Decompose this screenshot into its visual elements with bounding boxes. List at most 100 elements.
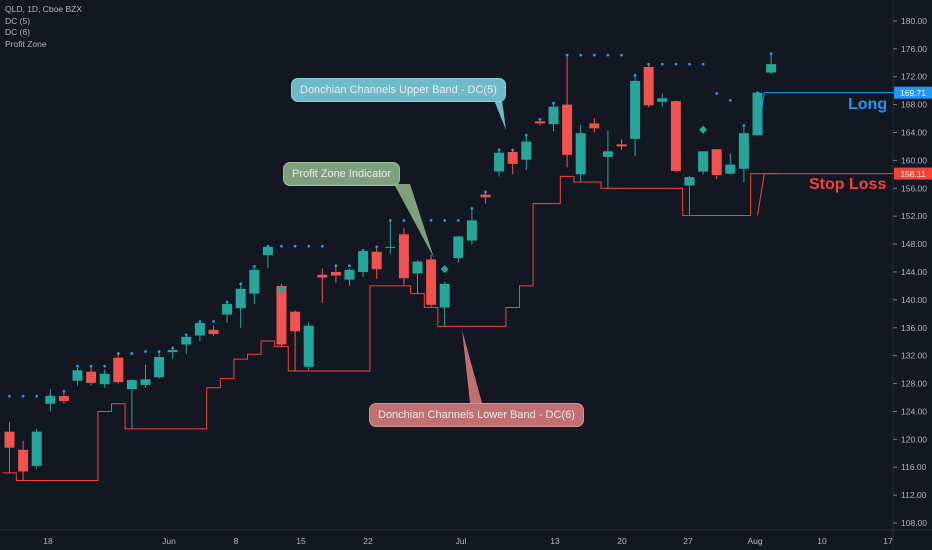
legend-profit-zone[interactable]: Profit Zone — [5, 38, 47, 49]
upper-band-dot — [606, 53, 610, 57]
upper-band-dot — [688, 62, 691, 66]
candle-body — [630, 80, 641, 139]
upper-band-dot — [592, 53, 596, 57]
upper-band-dot — [21, 394, 25, 398]
candle-body — [4, 431, 15, 448]
candle-body — [235, 288, 246, 309]
y-tick-label: 152.00 — [901, 211, 927, 221]
y-tick-label: 144.00 — [901, 267, 927, 277]
candle-body — [58, 396, 69, 401]
candle-body — [181, 336, 192, 345]
candle-body — [99, 373, 110, 385]
y-tick-label: 108.00 — [901, 518, 927, 528]
upper-band-dot — [701, 62, 705, 66]
x-tick-label: 10 — [817, 536, 827, 546]
candle-body — [276, 285, 287, 345]
candle-body — [494, 152, 505, 172]
upper-band-dot — [402, 218, 406, 222]
upper-band-dot — [103, 364, 107, 368]
candle-body — [698, 151, 709, 172]
candle-body — [222, 304, 233, 315]
candle-body — [385, 246, 396, 248]
upper-band-dot — [293, 244, 297, 248]
y-tick-label: 172.00 — [901, 72, 927, 82]
y-tick-label: 132.00 — [901, 351, 927, 361]
y-tick-label: 116.00 — [901, 462, 927, 472]
candle-body — [330, 271, 341, 276]
candle-body — [766, 64, 777, 73]
upper-band-dot — [715, 92, 719, 95]
long-price-label: 169.71 — [900, 88, 926, 98]
candle-body — [317, 274, 328, 278]
candle-body — [725, 164, 736, 174]
candle-body — [426, 259, 437, 305]
upper-band-dot — [307, 244, 311, 248]
candle-body — [670, 101, 681, 171]
candle-body — [643, 66, 654, 106]
y-tick-label: 140.00 — [901, 295, 927, 305]
long-line — [757, 92, 893, 136]
y-tick-label: 164.00 — [901, 128, 927, 138]
y-tick-label: 168.00 — [901, 100, 927, 110]
candle-body — [534, 121, 545, 124]
y-tick-label: 180.00 — [901, 16, 927, 26]
stop-loss-line — [757, 173, 893, 216]
y-tick-label: 112.00 — [901, 490, 927, 500]
candle-body — [371, 251, 382, 270]
upper-band-dot — [579, 53, 583, 57]
upper-band-dot — [280, 244, 283, 248]
upper-band-dot — [348, 264, 351, 268]
y-tick-label: 124.00 — [901, 406, 927, 416]
candle-body — [249, 269, 260, 294]
candle-body — [453, 236, 464, 259]
candle-body — [358, 251, 369, 272]
profit-zone-marker — [699, 125, 708, 134]
callout-upper-band: Donchian Channels Upper Band - DC(5) — [291, 78, 506, 102]
x-tick-label: 18 — [43, 536, 53, 546]
x-tick-label: Jul — [456, 536, 467, 546]
candle-body — [86, 371, 97, 383]
candle-body — [154, 357, 165, 378]
candle-body — [616, 144, 627, 147]
candle-body — [738, 133, 749, 169]
candle-body — [344, 269, 355, 280]
x-tick-label: Aug — [747, 536, 762, 546]
y-tick-label: 136.00 — [901, 323, 927, 333]
x-tick-label: Jun — [162, 536, 176, 546]
upper-band-dot — [8, 394, 11, 398]
candle-body — [194, 322, 205, 336]
profit-zone-marker — [440, 265, 449, 274]
legend-symbol[interactable]: QLD, 1D, Cboe BZX — [5, 4, 83, 14]
x-tick-label: 8 — [234, 536, 239, 546]
y-tick-label: 176.00 — [901, 44, 927, 54]
candle-body — [290, 311, 301, 332]
candle-body — [589, 123, 600, 129]
profit-zone-marker — [753, 111, 762, 120]
x-tick-label: 20 — [617, 536, 627, 546]
candle-body — [72, 370, 83, 381]
candle-body — [562, 104, 573, 155]
x-tick-label: 17 — [883, 536, 893, 546]
candle-body — [602, 151, 613, 157]
legend-dc6[interactable]: DC (6) — [5, 27, 31, 37]
candle-body — [507, 152, 518, 164]
candle-body — [303, 325, 314, 367]
callout-lower-pointer — [462, 330, 482, 403]
x-tick-label: 22 — [363, 536, 373, 546]
candle-body — [262, 246, 273, 256]
candle-body — [140, 379, 151, 385]
stop-loss-label: Stop Loss — [809, 176, 887, 193]
y-tick-label: 160.00 — [901, 155, 927, 165]
candle-body — [412, 261, 423, 274]
legend-dc5[interactable]: DC (5) — [5, 15, 31, 26]
lower-band-line — [2, 173, 778, 481]
profit-zone-marker — [277, 285, 286, 294]
stop-price-tag — [894, 167, 932, 180]
upper-band-dot — [89, 364, 93, 368]
x-tick-label: 27 — [683, 536, 693, 546]
upper-band-dot — [429, 218, 433, 222]
upper-band-dot — [35, 394, 39, 398]
candle-body — [18, 449, 29, 472]
